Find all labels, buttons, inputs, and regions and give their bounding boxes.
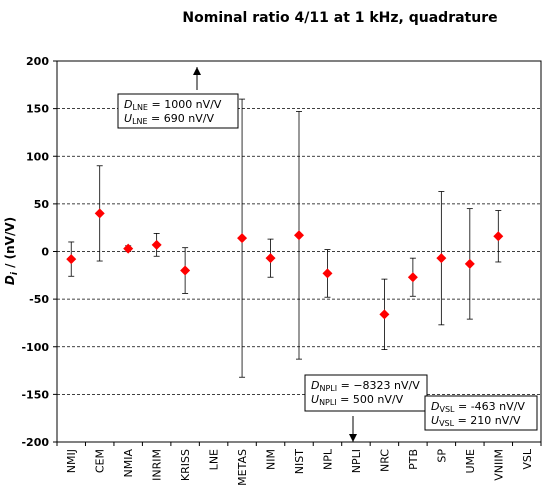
note-arrowhead-lne (193, 67, 201, 75)
note-d-vsl-subscript: VSL (439, 405, 455, 414)
x-axis-categories: NMIJ CEM NMIA INRIM KRISS LNE METAS NIM NIST NPL N… (56, 442, 542, 486)
note-box-npli (304, 374, 428, 412)
y-tick-label-1: 150 (26, 103, 49, 116)
chart-title: Nominal ratio 4/11 at 1 kHz, quadrature (182, 10, 497, 26)
y-tick-label-3: 50 (34, 198, 50, 211)
note-u-lne-subscript: LNE (132, 117, 148, 126)
x-label-vniim: VNIIM (492, 449, 505, 481)
note-arrowhead-npli (349, 434, 357, 442)
y-tick-label-0: 200 (26, 55, 49, 68)
y-tick-label-7: -150 (21, 388, 49, 401)
point-ptb (407, 272, 418, 283)
note-u-lne-value: = 690 nV/V (148, 112, 215, 125)
point-cem (94, 208, 105, 219)
note-u-vsl: UVSL = 210 nV/V (431, 414, 521, 428)
x-label-vsl: VSL (521, 448, 534, 470)
x-label-inrim: INRIM (151, 449, 164, 481)
note-u-npli-subscript: NPLI (319, 398, 337, 407)
point-ume (464, 258, 475, 269)
point-nmia (123, 243, 134, 254)
note-u-vsl-value: = 210 nV/V (454, 414, 521, 427)
note-d-lne-symbol: D (124, 98, 132, 111)
y-axis-ticks: 200 150 100 50 0 -50 -100 -150 -200 (21, 55, 57, 449)
point-kriss (180, 265, 191, 276)
x-label-lne: LNE (208, 449, 221, 470)
point-vniim (493, 231, 504, 242)
y-tick-label-5: -50 (29, 293, 49, 306)
note-u-vsl-symbol: U (431, 414, 439, 427)
x-label-npl: NPL (321, 448, 334, 470)
note-d-lne-subscript: LNE (132, 103, 148, 112)
x-label-metas: METAS (236, 449, 249, 486)
point-npl (322, 268, 333, 279)
note-u-npli-value: = 500 nV/V (337, 393, 404, 406)
note-u-lne-symbol: U (124, 112, 132, 125)
x-label-cem: CEM (94, 449, 107, 473)
note-u-npli: UNPLI = 500 nV/V (311, 393, 404, 407)
note-d-lne: DLNE = 1000 nV/V (124, 98, 222, 112)
y-tick-label-6: -100 (21, 341, 49, 354)
point-sp (436, 253, 447, 264)
note-d-lne-value: = 1000 nV/V (148, 98, 222, 111)
point-inrim (151, 239, 162, 250)
note-box-vsl (424, 395, 538, 431)
y-tick-label-4: 0 (41, 246, 49, 259)
x-label-ptb: PTB (407, 449, 420, 470)
note-d-vsl-symbol: D (431, 400, 439, 413)
x-label-kriss: KRISS (179, 449, 192, 481)
y-axis-label-sub: i (10, 271, 20, 275)
note-u-npli-symbol: U (311, 393, 319, 406)
note-d-npli-symbol: D (311, 379, 319, 392)
x-label-nmij: NMIJ (65, 449, 78, 473)
note-box-lne (117, 93, 239, 129)
note-d-vsl: DVSL = -463 nV/V (431, 400, 525, 414)
point-nim (265, 253, 276, 264)
y-tick-label-2: 100 (26, 150, 49, 163)
x-label-nmia: NMIA (122, 449, 135, 478)
y-tick-label-8: -200 (21, 436, 49, 449)
y-axis-label: Di / (nV/V) (3, 217, 20, 285)
x-label-npli: NPLI (350, 449, 363, 473)
x-label-ume: UME (464, 449, 477, 474)
note-d-npli-subscript: NPLI (319, 384, 337, 393)
x-label-nim: NIM (265, 449, 278, 470)
note-d-npli-value: = −8323 nV/V (337, 379, 420, 392)
point-nrc (379, 309, 390, 320)
x-label-nrc: NRC (378, 449, 391, 472)
note-u-vsl-subscript: VSL (439, 419, 455, 428)
note-d-vsl-value: = -463 nV/V (455, 400, 526, 413)
point-nist (294, 230, 304, 241)
x-label-sp: SP (435, 449, 448, 463)
data-marks (66, 98, 504, 378)
y-axis-label-main: D (3, 275, 17, 285)
point-nmij (66, 254, 77, 265)
note-d-npli: DNPLI = −8323 nV/V (311, 379, 420, 393)
y-axis-label-rest: / (nV/V) (3, 217, 17, 272)
x-label-nist: NIST (293, 449, 306, 474)
note-u-lne: ULNE = 690 nV/V (124, 112, 214, 126)
point-metas (237, 233, 248, 244)
